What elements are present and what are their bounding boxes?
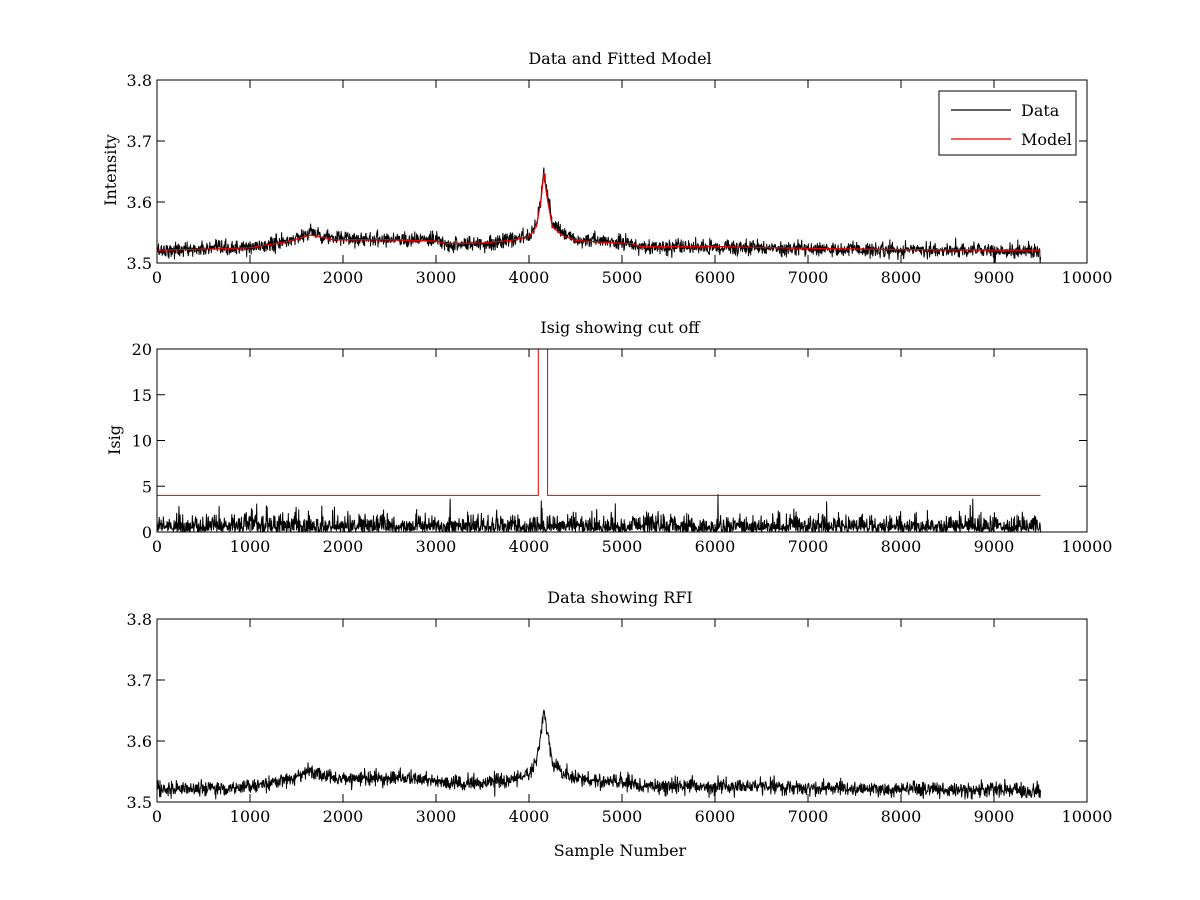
x-tick-label: 0 bbox=[152, 807, 162, 826]
series-line-isig bbox=[157, 493, 1041, 532]
x-tick-label: 9000 bbox=[974, 807, 1015, 826]
x-tick-label: 6000 bbox=[695, 537, 736, 556]
x-tick-label: 4000 bbox=[509, 537, 550, 556]
chart-title: Isig showing cut off bbox=[540, 318, 701, 337]
x-tick-label: 0 bbox=[152, 537, 162, 556]
series-line-data bbox=[157, 167, 1041, 263]
legend-label-data: Data bbox=[1021, 101, 1060, 120]
y-tick-label: 20 bbox=[132, 340, 152, 359]
x-tick-label: 3000 bbox=[416, 537, 457, 556]
x-tick-label: 8000 bbox=[881, 537, 922, 556]
y-tick-label: 3.7 bbox=[127, 671, 152, 690]
legend-label-model: Model bbox=[1021, 130, 1072, 149]
x-tick-label: 3000 bbox=[416, 807, 457, 826]
x-tick-label: 9000 bbox=[974, 537, 1015, 556]
legend-box bbox=[938, 90, 1077, 156]
y-axis-label: Intensity bbox=[101, 134, 120, 206]
y-tick-label: 3.7 bbox=[127, 132, 152, 151]
legend: Data Model bbox=[938, 90, 1077, 156]
y-tick-label: 15 bbox=[132, 386, 152, 405]
x-tick-label: 5000 bbox=[602, 268, 643, 287]
x-tick-label: 7000 bbox=[788, 807, 829, 826]
x-tick-label: 8000 bbox=[881, 268, 922, 287]
y-tick-label: 3.8 bbox=[127, 610, 152, 629]
y-tick-label: 3.6 bbox=[127, 732, 152, 751]
x-tick-label: 0 bbox=[152, 268, 162, 287]
x-tick-label: 7000 bbox=[788, 268, 829, 287]
y-tick-label: 10 bbox=[132, 432, 152, 451]
chart-title: Data and Fitted Model bbox=[528, 49, 711, 68]
panel-data-and-fitted-model: Data and Fitted Model Intensity 0 1000 200… bbox=[101, 49, 1112, 287]
x-tick-label: 4000 bbox=[509, 807, 550, 826]
plot-area bbox=[157, 709, 1041, 800]
x-tick-label: 4000 bbox=[509, 268, 550, 287]
y-axis-label: Isig bbox=[105, 425, 124, 455]
plot-area bbox=[157, 349, 1041, 532]
y-tick-label: 3.6 bbox=[127, 193, 152, 212]
series-line-data bbox=[157, 709, 1041, 800]
series-line-model bbox=[157, 172, 1041, 251]
y-tick-label: 3.5 bbox=[127, 793, 152, 812]
x-tick-label: 3000 bbox=[416, 268, 457, 287]
y-tick-label: 3.5 bbox=[127, 254, 152, 273]
series-line-cut-off bbox=[157, 349, 1041, 496]
x-tick-label: 10000 bbox=[1062, 807, 1113, 826]
x-tick-label: 1000 bbox=[230, 537, 271, 556]
y-tick-label: 0 bbox=[142, 523, 152, 542]
chart-title: Data showing RFI bbox=[547, 588, 692, 607]
x-tick-label: 6000 bbox=[695, 268, 736, 287]
x-tick-label: 10000 bbox=[1062, 537, 1113, 556]
x-tick-label: 2000 bbox=[323, 537, 364, 556]
x-tick-label: 2000 bbox=[323, 807, 364, 826]
panel-isig-showing-cut-off: Isig showing cut off Isig 0 1000 2000 3000 4… bbox=[105, 318, 1112, 556]
plot-area bbox=[157, 167, 1041, 263]
x-tick-label: 5000 bbox=[602, 537, 643, 556]
x-tick-label: 2000 bbox=[323, 268, 364, 287]
x-tick-label: 8000 bbox=[881, 807, 922, 826]
x-tick-label: 6000 bbox=[695, 807, 736, 826]
x-tick-label: 5000 bbox=[602, 807, 643, 826]
x-tick-label: 10000 bbox=[1062, 268, 1113, 287]
panel-data-showing-rfi: Data showing RFI Sample Number 0 1000 2000… bbox=[127, 588, 1113, 860]
y-tick-label: 3.8 bbox=[127, 71, 152, 90]
x-axis-label: Sample Number bbox=[554, 841, 687, 860]
x-tick-label: 1000 bbox=[230, 807, 271, 826]
x-tick-label: 9000 bbox=[974, 268, 1015, 287]
x-tick-label: 7000 bbox=[788, 537, 829, 556]
y-tick-label: 5 bbox=[142, 477, 152, 496]
x-tick-label: 1000 bbox=[230, 268, 271, 287]
